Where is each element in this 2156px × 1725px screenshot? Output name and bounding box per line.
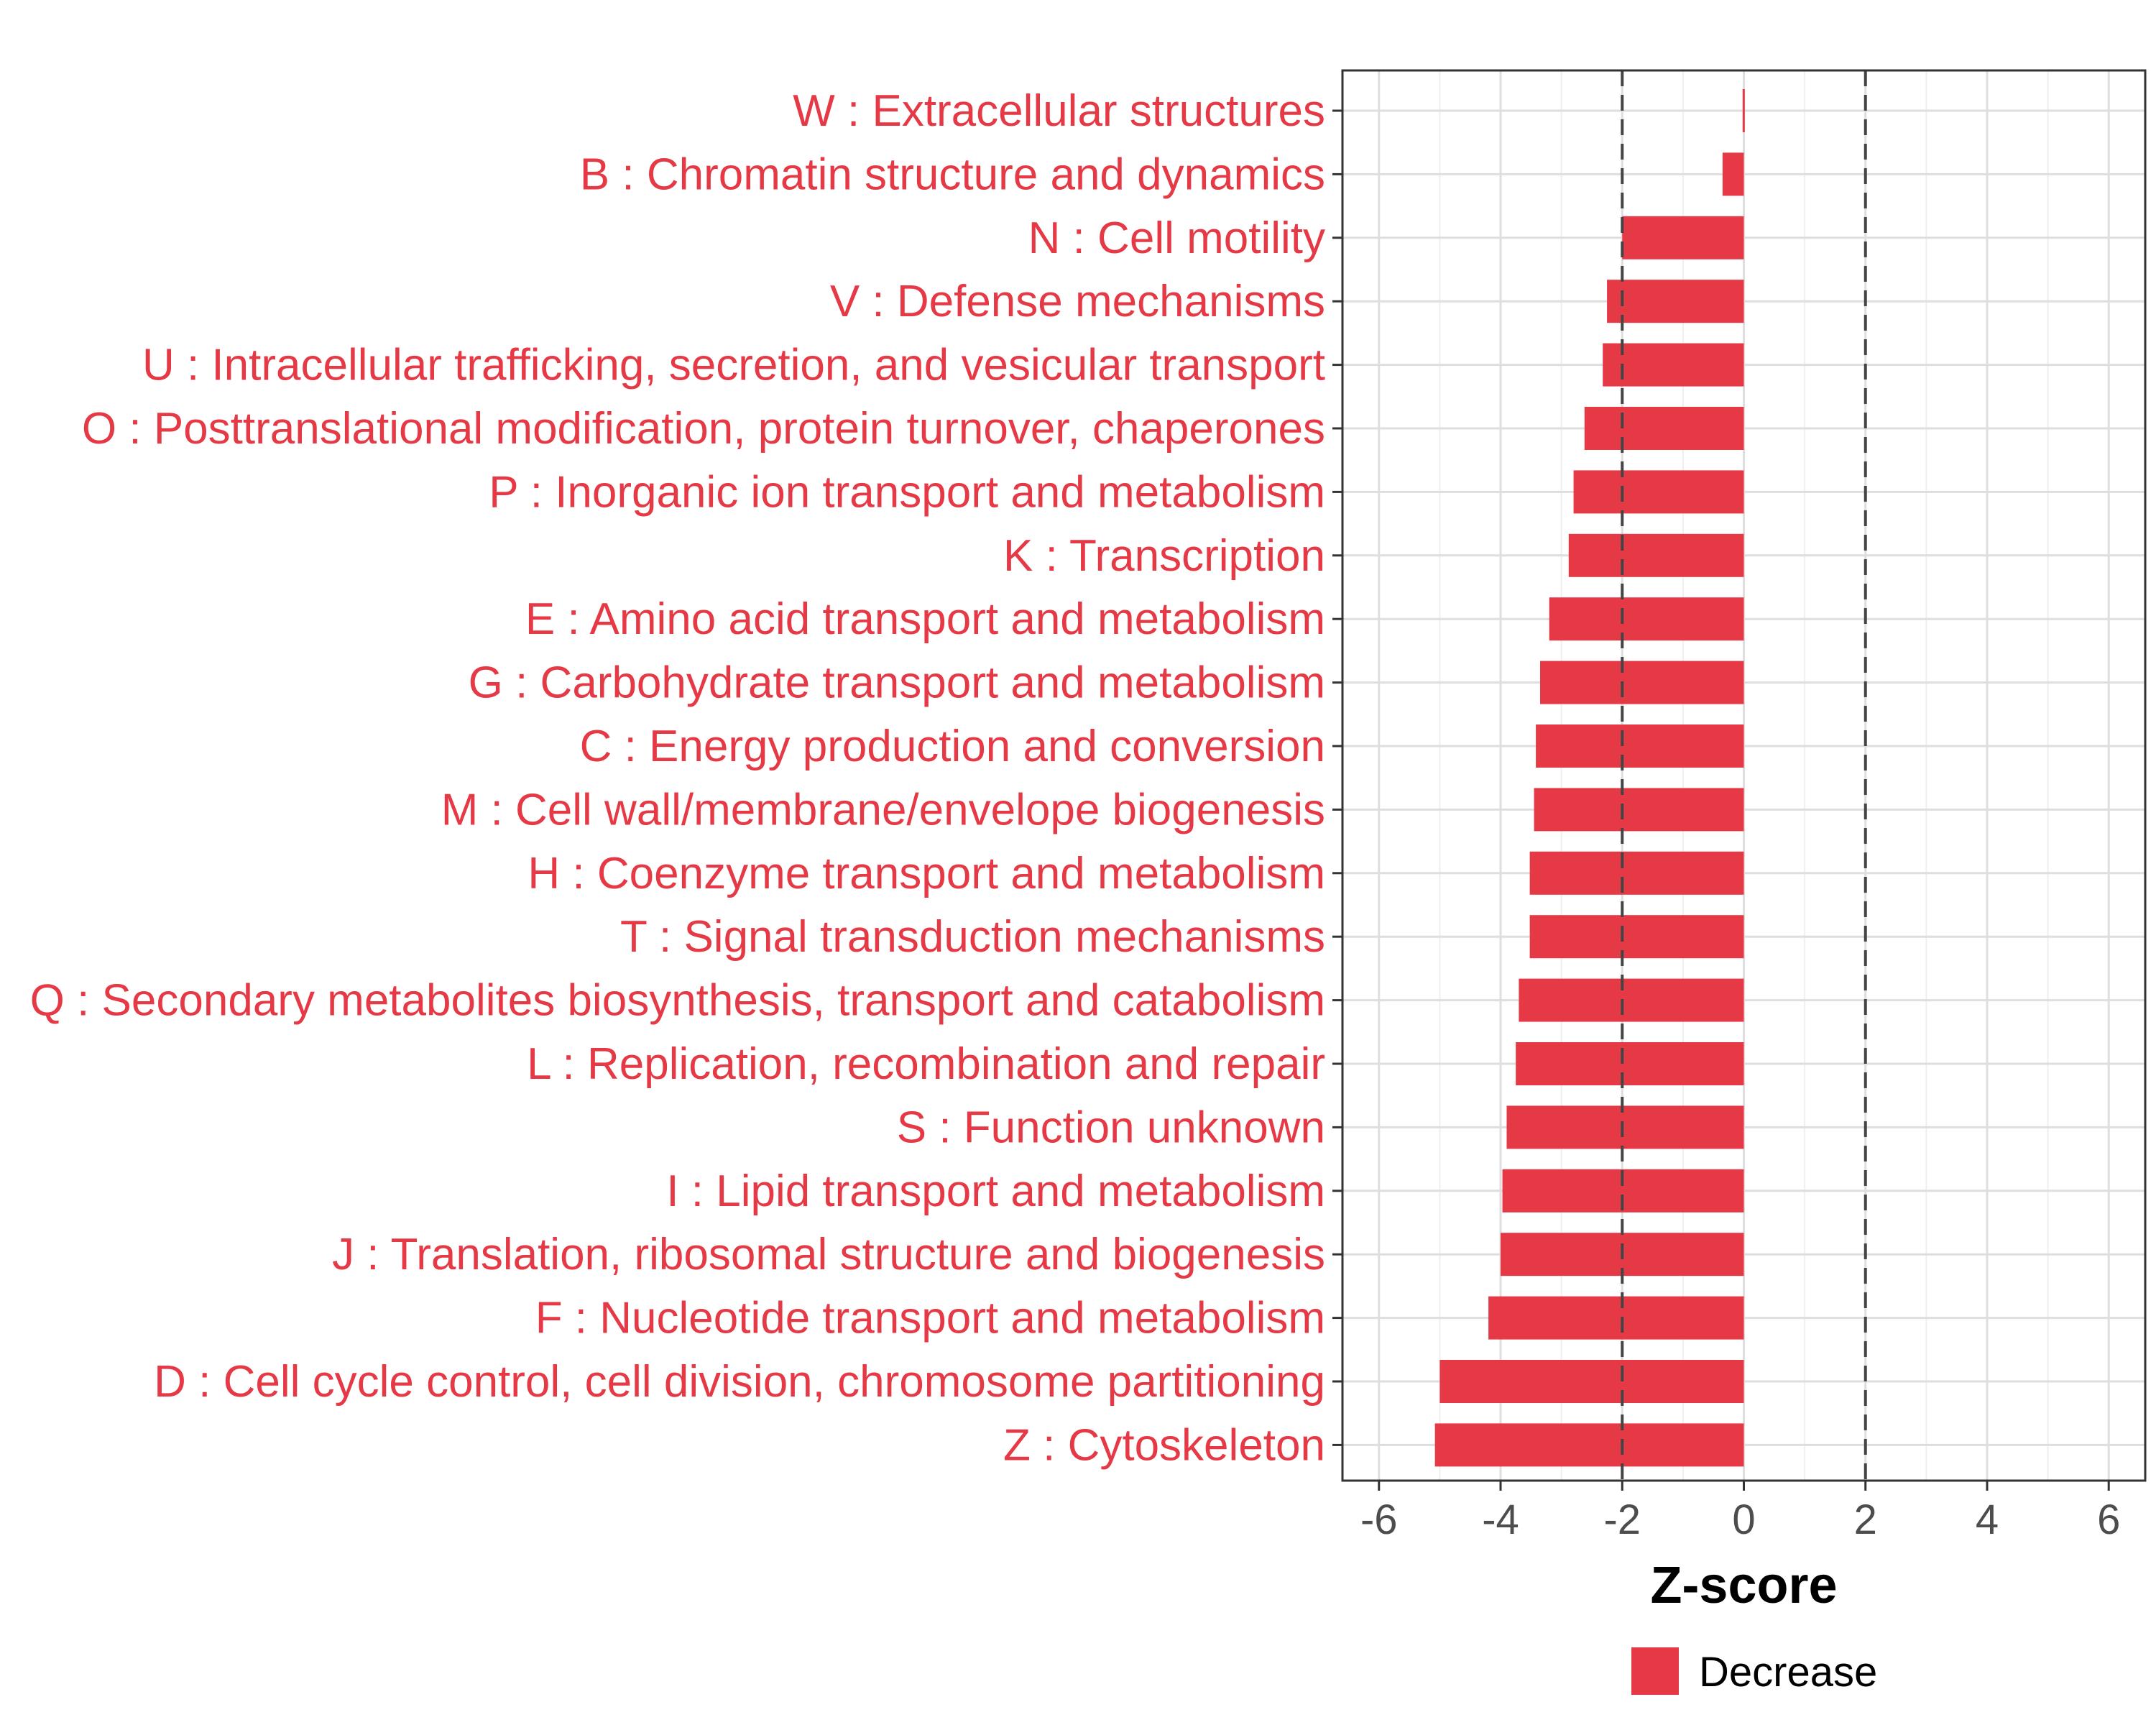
x-tick-label: 4 xyxy=(1976,1496,1999,1543)
bar xyxy=(1622,216,1744,259)
x-tick-label: -2 xyxy=(1603,1496,1641,1543)
category-label: J : Translation, ribosomal structure and… xyxy=(332,1230,1325,1279)
category-label: B : Chromatin structure and dynamics xyxy=(580,150,1325,199)
x-tick-label: 6 xyxy=(2097,1496,2120,1543)
x-tick-label: -4 xyxy=(1482,1496,1519,1543)
x-tick-label: 2 xyxy=(1854,1496,1877,1543)
category-labels: W : Extracellular structures B : Chromati… xyxy=(30,86,1342,1470)
category-label: F : Nucleotide transport and metabolism xyxy=(535,1294,1325,1343)
category-label: M : Cell wall/membrane/envelope biogenes… xyxy=(441,785,1325,834)
category-label: Q : Secondary metabolites biosynthesis, … xyxy=(30,976,1325,1026)
bar xyxy=(1519,978,1744,1022)
category-label: U : Intracellular trafficking, secretion… xyxy=(142,341,1325,390)
reference-lines xyxy=(1621,70,1867,1481)
bar xyxy=(1607,280,1744,323)
bar xyxy=(1549,597,1744,641)
x-axis-ticks: -6 -4 -2 0 2 4 6 xyxy=(1360,1481,2120,1543)
category-label: D : Cell cycle control, cell division, c… xyxy=(154,1357,1325,1407)
bar xyxy=(1534,788,1744,832)
bar xyxy=(1722,152,1744,196)
category-label: O : Posttranslational modification, prot… xyxy=(82,404,1325,454)
bar xyxy=(1488,1296,1744,1340)
bar xyxy=(1573,470,1744,514)
legend: Decrease xyxy=(1631,1647,1877,1696)
bar xyxy=(1584,407,1744,450)
category-label: C : Energy production and conversion xyxy=(580,722,1325,771)
category-label: K : Transcription xyxy=(1003,531,1325,581)
bar xyxy=(1529,851,1744,895)
bar xyxy=(1529,915,1744,959)
category-label: I : Lipid transport and metabolism xyxy=(666,1167,1325,1216)
legend-label-decrease: Decrease xyxy=(1699,1649,1877,1696)
category-label: T : Signal transduction mechanisms xyxy=(620,912,1325,962)
bar xyxy=(1540,661,1744,704)
legend-key-decrease xyxy=(1631,1647,1679,1695)
bar xyxy=(1603,343,1744,387)
category-label: E : Amino acid transport and metabolism xyxy=(525,594,1325,644)
category-label: V : Defense mechanisms xyxy=(830,277,1325,326)
bar xyxy=(1536,724,1744,768)
bar xyxy=(1516,1042,1744,1085)
category-label: P : Inorganic ion transport and metaboli… xyxy=(489,467,1325,517)
bar xyxy=(1434,1423,1744,1467)
bar xyxy=(1506,1105,1744,1149)
category-label: H : Coenzyme transport and metabolism xyxy=(528,849,1325,898)
x-tick-label: -6 xyxy=(1360,1496,1398,1543)
category-label: W : Extracellular structures xyxy=(793,86,1325,136)
x-tick-label: 0 xyxy=(1732,1496,1755,1543)
bar xyxy=(1742,89,1745,132)
category-label: Z : Cytoskeleton xyxy=(1003,1420,1325,1470)
category-label: L : Replication, recombination and repai… xyxy=(527,1039,1325,1089)
category-label: S : Function unknown xyxy=(897,1103,1325,1152)
x-axis-title: Z-score xyxy=(1650,1557,1837,1614)
bar xyxy=(1568,533,1744,577)
category-label: G : Carbohydrate transport and metabolis… xyxy=(469,658,1325,708)
bar xyxy=(1439,1360,1744,1403)
category-label: N : Cell motility xyxy=(1028,213,1325,263)
